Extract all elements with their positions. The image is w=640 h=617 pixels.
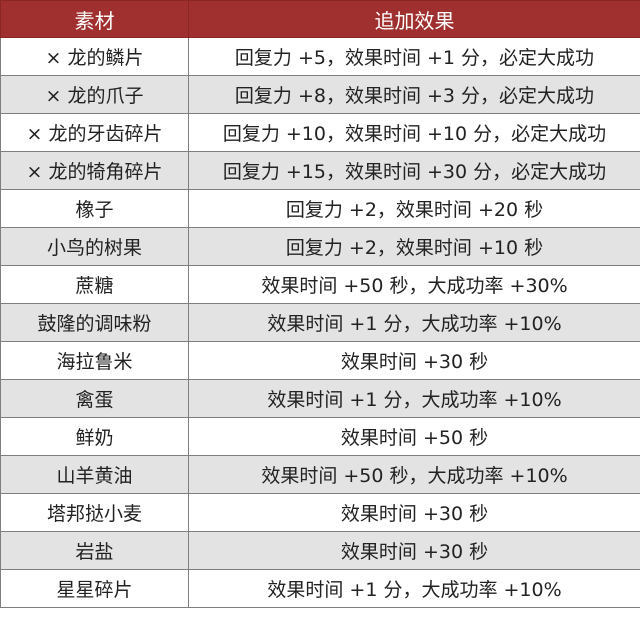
effect-cell: 效果时间 +50 秒: [188, 417, 640, 456]
header-material: 素材: [0, 0, 189, 38]
header-row: 素材 追加效果: [0, 0, 640, 38]
effect-cell: 效果时间 +30 秒: [188, 341, 640, 380]
table-row: 蔗糖 效果时间 +50 秒，大成功率 +30%: [0, 265, 640, 304]
material-cell: 橡子: [0, 189, 189, 228]
material-cell: 鼓隆的调味粉: [0, 303, 189, 342]
table-row: 星星碎片 效果时间 +1 分，大成功率 +10%: [0, 569, 640, 608]
effect-cell: 回复力 +2，效果时间 +10 秒: [188, 227, 640, 266]
effect-cell: 回复力 +8，效果时间 +3 分，必定大成功: [188, 75, 640, 114]
effect-cell: 效果时间 +30 秒: [188, 531, 640, 570]
table-row: 山羊黄油 效果时间 +50 秒，大成功率 +10%: [0, 455, 640, 494]
effect-cell: 回复力 +10，效果时间 +10 分，必定大成功: [188, 113, 640, 152]
material-cell: 星星碎片: [0, 569, 189, 608]
material-cell: 小鸟的树果: [0, 227, 189, 266]
effect-cell: 效果时间 +50 秒，大成功率 +10%: [188, 455, 640, 494]
table-row: 岩盐 效果时间 +30 秒: [0, 531, 640, 570]
effect-cell: 效果时间 +30 秒: [188, 493, 640, 532]
effect-cell: 效果时间 +50 秒，大成功率 +30%: [188, 265, 640, 304]
material-cell: 岩盐: [0, 531, 189, 570]
effect-cell: 回复力 +2，效果时间 +20 秒: [188, 189, 640, 228]
material-cell: 海拉鲁米: [0, 341, 189, 380]
table-row: 鼓隆的调味粉 效果时间 +1 分，大成功率 +10%: [0, 303, 640, 342]
effect-cell: 回复力 +5，效果时间 +1 分，必定大成功: [188, 37, 640, 76]
table-row: × 龙的犄角碎片 回复力 +15，效果时间 +30 分，必定大成功: [0, 151, 640, 190]
material-cell: 蔗糖: [0, 265, 189, 304]
material-cell: 禽蛋: [0, 379, 189, 418]
table-header: 素材 追加效果: [0, 0, 640, 38]
material-cell: 山羊黄油: [0, 455, 189, 494]
effect-cell: 回复力 +15，效果时间 +30 分，必定大成功: [188, 151, 640, 190]
material-cell: × 龙的犄角碎片: [0, 151, 189, 190]
table-row: × 龙的爪子 回复力 +8，效果时间 +3 分，必定大成功: [0, 75, 640, 114]
material-cell: 鲜奶: [0, 417, 189, 456]
table-row: 橡子 回复力 +2，效果时间 +20 秒: [0, 189, 640, 228]
material-cell: 塔邦挞小麦: [0, 493, 189, 532]
table-row: 禽蛋 效果时间 +1 分，大成功率 +10%: [0, 379, 640, 418]
material-cell: × 龙的鳞片: [0, 37, 189, 76]
table-row: × 龙的鳞片 回复力 +5，效果时间 +1 分，必定大成功: [0, 37, 640, 76]
table-row: 鲜奶 效果时间 +50 秒: [0, 417, 640, 456]
effect-cell: 效果时间 +1 分，大成功率 +10%: [188, 379, 640, 418]
table-body: × 龙的鳞片 回复力 +5，效果时间 +1 分，必定大成功 × 龙的爪子 回复力…: [0, 37, 640, 608]
effect-cell: 效果时间 +1 分，大成功率 +10%: [188, 303, 640, 342]
material-cell: × 龙的牙齿碎片: [0, 113, 189, 152]
table-row: × 龙的牙齿碎片 回复力 +10，效果时间 +10 分，必定大成功: [0, 113, 640, 152]
header-effect: 追加效果: [188, 0, 640, 38]
table-row: 海拉鲁米 效果时间 +30 秒: [0, 341, 640, 380]
table-row: 塔邦挞小麦 效果时间 +30 秒: [0, 493, 640, 532]
table-row: 小鸟的树果 回复力 +2，效果时间 +10 秒: [0, 227, 640, 266]
effect-cell: 效果时间 +1 分，大成功率 +10%: [188, 569, 640, 608]
material-cell: × 龙的爪子: [0, 75, 189, 114]
